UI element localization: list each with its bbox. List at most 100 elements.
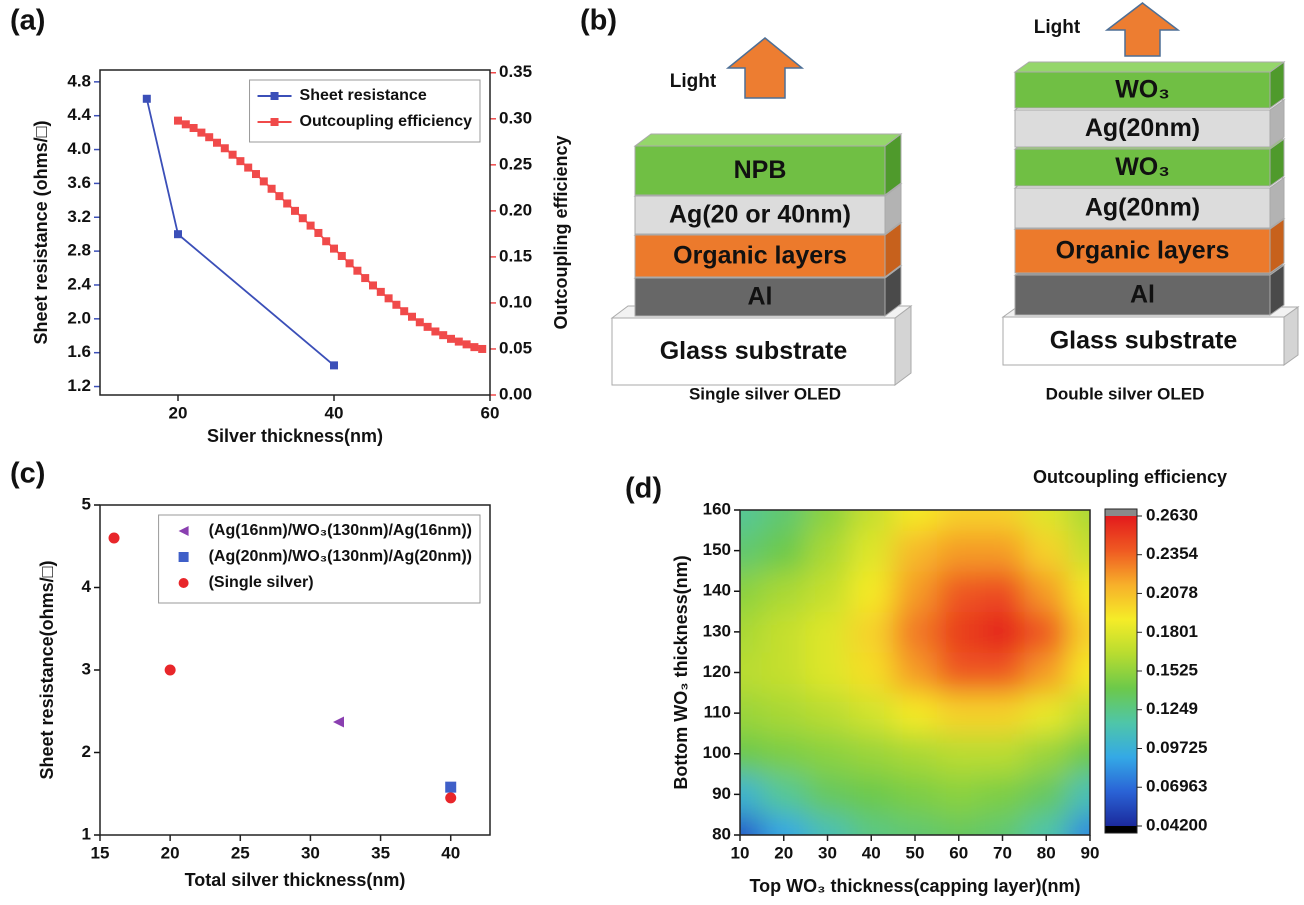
y-tick-label: 1.6 [67,342,91,361]
contour-cell [937,733,981,774]
layer-label: WO₃ [1115,153,1170,181]
contour-cell [631,571,763,612]
y2-tick-label: 0.30 [499,108,532,127]
contour-cell [849,693,893,734]
data-point [361,274,369,282]
colorbar-tick-label: 0.2078 [1146,583,1198,602]
contour-cell [806,652,850,693]
contour-cell [893,774,937,815]
y-tick-label: 1.2 [67,376,91,395]
legend-marker [271,118,279,126]
data-point [463,340,471,348]
x-tick-label: 20 [169,403,188,422]
colorbar-tick-label: 0.1801 [1146,622,1198,641]
data-point [330,245,338,253]
colorbar-label: Outcoupling efficiency [1033,467,1227,487]
data-point [260,177,268,185]
y-tick-label: 120 [703,662,731,681]
y-tick-label: 4 [82,577,92,596]
y-tick-label: 4.8 [67,71,91,90]
data-point [478,345,486,353]
y2-axis-label: Outcoupling efficiency [551,135,571,329]
y2-tick-label: 0.10 [499,292,532,311]
data-point [174,230,182,238]
y-axis-label: Sheet resistance (ohms/□) [31,121,51,345]
contour-cell [893,530,937,571]
y-tick-label: 150 [703,540,731,559]
data-point [221,144,229,152]
data-point [353,267,361,275]
colorbar-tick-label: 0.09725 [1146,738,1207,757]
legend-label: (Ag(16nm)/WO₃(130nm)/Ag(16nm)) [209,522,472,539]
contour-cell [806,530,850,571]
data-point [291,207,299,215]
light-arrow [1107,3,1178,56]
data-point [244,164,252,172]
data-point [275,192,283,200]
x-axis-label: Silver thickness(nm) [207,426,383,446]
layer-label: Al [748,283,773,311]
legend: (Ag(16nm)/WO₃(130nm)/Ag(16nm)) (Ag(20nm)/… [159,515,480,603]
contour-cell [762,693,806,734]
y-axis-label: Bottom WO₃ thickness(nm) [671,555,691,789]
contour-cell [981,571,1025,612]
legend-marker [179,578,189,588]
data-point [314,229,322,237]
contour-cell [631,774,763,815]
contour-cell [981,733,1025,774]
colorbar-tick-label: 0.04200 [1146,815,1207,834]
contour-cell [1024,530,1068,571]
contour-cell [631,530,763,571]
data-point [143,95,151,103]
data-point [346,259,354,267]
contour-cell [849,774,893,815]
contour-cell [849,652,893,693]
colorbar-cap [1105,509,1137,516]
colorbar-cap [1105,826,1137,833]
data-point [392,301,400,309]
data-point [338,252,346,260]
x-tick-label: 60 [949,843,968,862]
contour-cell [762,571,806,612]
layer-side [895,306,911,385]
contour-cell [981,530,1025,571]
panel-label: (c) [10,458,45,490]
figure: (b) Glass substrateAlOrganic layersAg(20… [0,0,1304,905]
layer-label: Ag(20 or 40nm) [669,201,851,229]
y-tick-label: 2.4 [67,274,91,293]
contour-cell [1024,774,1068,815]
legend-label: (Ag(20nm)/WO₃(130nm)/Ag(20nm)) [209,548,472,565]
contour-cell [893,733,937,774]
layer-label: NPB [734,156,787,184]
legend-label: Sheet resistance [300,87,427,104]
data-point [190,124,198,132]
data-point [205,133,213,141]
data-point [174,117,182,125]
y2-tick-label: 0.35 [499,62,532,81]
layer-label: Glass substrate [660,337,848,365]
legend-label: Outcoupling efficiency [300,113,473,130]
layer-top [1015,62,1284,72]
legend-label: (Single silver) [209,574,314,591]
colorbar-tick-label: 0.1249 [1146,699,1198,718]
contour-cell [893,571,937,612]
legend-marker [271,92,279,100]
y-tick-label: 100 [703,743,731,762]
contour-cell [893,652,937,693]
layer-label: Organic layers [1056,237,1230,265]
contour-cell [849,571,893,612]
data-point [369,281,377,289]
contour-cell [1024,612,1068,653]
y2-tick-label: 0.00 [499,384,532,403]
contour-cell [849,408,893,530]
layer-label: Ag(20nm) [1085,194,1200,222]
x-tick-label: 15 [91,843,110,862]
contour-cell [937,530,981,571]
x-tick-label: 80 [1037,843,1056,862]
colorbar [1105,516,1137,826]
y-tick-label: 2.8 [67,241,91,260]
data-point [377,288,385,296]
y-tick-label: 1 [82,824,91,843]
y-tick-label: 2 [82,742,91,761]
stack-caption: Double silver OLED [1046,384,1205,403]
